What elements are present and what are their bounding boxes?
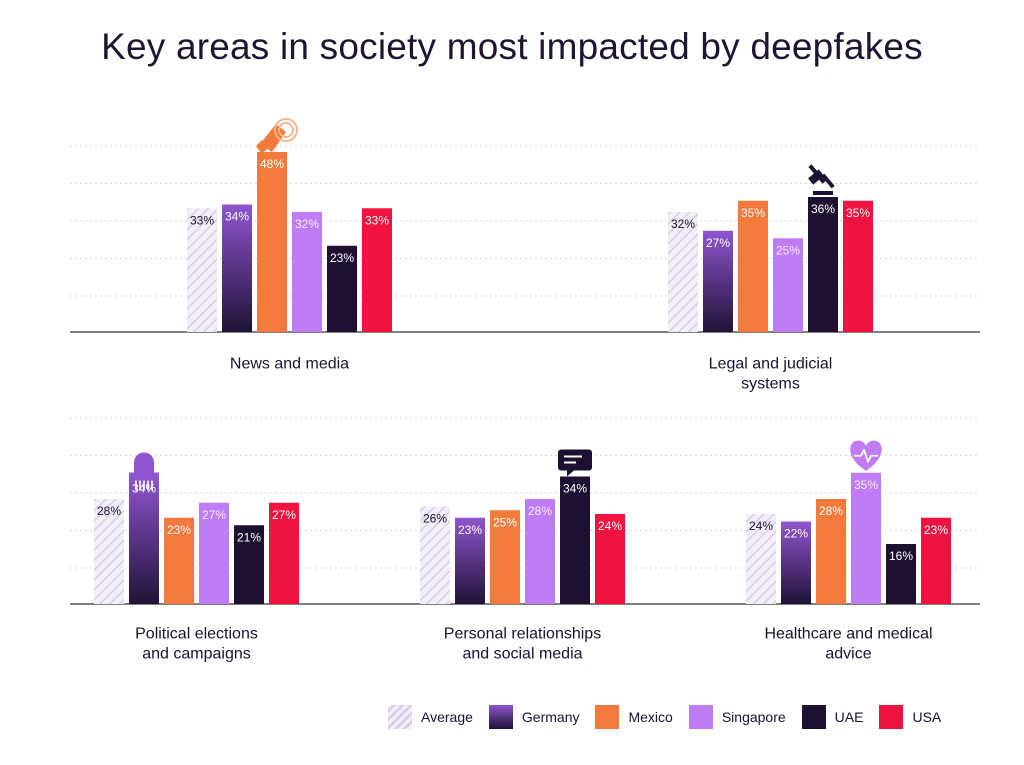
bar-chart: 33% 34% 48% 32% 23% 33% News and media 32% 27% 35… (70, 118, 980, 662)
value-label: 28% (528, 504, 552, 518)
bar-average (420, 506, 450, 604)
bar-mexico (490, 510, 520, 604)
value-label: 24% (749, 519, 773, 533)
bar-germany (129, 476, 159, 604)
bar-usa (362, 208, 392, 332)
heart-pulse-icon (850, 440, 882, 471)
category-label: Personal relationships (444, 625, 601, 642)
legend-label: Germany (521, 709, 580, 725)
bar-uae (327, 245, 357, 332)
bar-usa (921, 517, 951, 604)
value-label: 27% (706, 236, 730, 250)
chart-title: Key areas in society most impacted by de… (101, 26, 923, 67)
value-label: 23% (458, 523, 482, 537)
bar-germany (703, 230, 733, 332)
bar-average (668, 212, 698, 332)
legend-swatch (488, 705, 513, 729)
legend-item-singapore: Singapore (688, 705, 786, 729)
bar-average (187, 208, 217, 332)
legend-swatch (801, 705, 826, 729)
value-label: 25% (776, 243, 800, 257)
category-label: advice (825, 645, 871, 662)
bar-singapore (199, 502, 229, 604)
bar-germany (781, 521, 811, 604)
category-label: Healthcare and medical (764, 625, 932, 642)
value-label: 35% (846, 206, 870, 220)
bar-mexico (738, 200, 768, 332)
legend-swatch (879, 705, 904, 729)
bar-singapore (525, 499, 555, 604)
value-label: 33% (190, 213, 214, 227)
value-label: 27% (272, 508, 296, 522)
value-label: 22% (784, 527, 808, 541)
value-label: 48% (260, 157, 284, 171)
bar-usa (269, 502, 299, 604)
category-label: and social media (462, 645, 582, 662)
value-label: 34% (132, 482, 156, 496)
value-label: 32% (295, 217, 319, 231)
value-label: 28% (819, 504, 843, 518)
value-label: 23% (924, 523, 948, 537)
value-label: 25% (493, 515, 517, 529)
legend-label: Average (421, 709, 473, 725)
legend-item-uae: UAE (801, 705, 864, 729)
bar-usa (843, 200, 873, 332)
bar-germany (222, 204, 252, 332)
category-label: systems (741, 375, 800, 392)
legend-item-mexico: Mexico (595, 705, 673, 729)
labels: 33% 34% 48% 32% 23% 33% News and media 32% 27% 35… (97, 157, 948, 662)
value-label: 34% (225, 210, 249, 224)
category-label: Political elections (135, 625, 258, 642)
bar-mexico (816, 499, 846, 604)
capitol-building-icon (129, 452, 159, 491)
legend: Average Germany Mexico Singapore UAE USA (388, 704, 957, 730)
bar-mexico (257, 152, 287, 332)
legend-swatch (388, 705, 412, 729)
value-label: 24% (598, 519, 622, 533)
value-label: 27% (202, 508, 226, 522)
bar-singapore (851, 472, 881, 604)
bar-germany (455, 517, 485, 604)
value-label: 23% (330, 251, 354, 265)
icons (129, 118, 882, 491)
category-label: and campaigns (142, 645, 251, 662)
legend-label: UAE (834, 709, 864, 725)
bar-mexico (164, 517, 194, 604)
legend-swatch (688, 705, 713, 729)
bar-singapore (773, 238, 803, 332)
value-label: 36% (811, 202, 835, 216)
bars (94, 152, 951, 604)
category-label: News and media (230, 355, 349, 372)
chat-bubble-icon (558, 449, 592, 477)
bar-uae (886, 544, 916, 604)
value-label: 23% (167, 523, 191, 537)
value-label: 35% (854, 478, 878, 492)
bar-average (746, 514, 776, 604)
value-label: 34% (563, 482, 587, 496)
value-label: 21% (237, 530, 261, 544)
gavel-icon (808, 164, 835, 195)
category-label: Legal and judicial (709, 355, 833, 372)
megaphone-icon (256, 118, 298, 154)
value-label: 32% (671, 217, 695, 231)
legend-swatch (595, 705, 620, 729)
bar-uae (234, 525, 264, 604)
value-label: 16% (889, 549, 913, 563)
bar-uae (560, 476, 590, 604)
bar-usa (595, 514, 625, 604)
value-label: 26% (423, 512, 447, 526)
legend-label: Singapore (721, 709, 786, 725)
bar-uae (808, 197, 838, 332)
legend-item-usa: USA (879, 705, 941, 729)
legend-item-average: Average (388, 705, 473, 729)
legend-item-germany: Germany (488, 705, 580, 729)
legend-label: Mexico (628, 709, 673, 725)
bar-singapore (292, 212, 322, 332)
value-label: 33% (365, 213, 389, 227)
legend-label: USA (912, 709, 942, 725)
value-label: 35% (741, 206, 765, 220)
bar-average (94, 499, 124, 604)
value-label: 28% (97, 504, 121, 518)
